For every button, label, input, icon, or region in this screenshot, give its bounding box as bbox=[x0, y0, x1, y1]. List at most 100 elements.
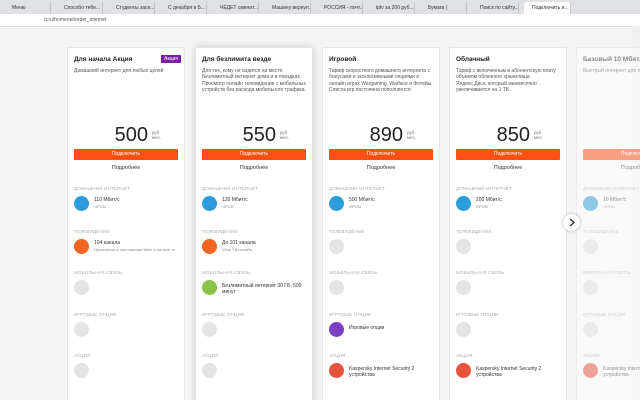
details-link[interactable]: Подробнее bbox=[620, 165, 640, 171]
details-link[interactable]: Подробнее bbox=[111, 165, 141, 171]
card-title: Для безлимита везде bbox=[202, 56, 272, 63]
tab[interactable]: Бумага | bbox=[420, 2, 467, 14]
feature-icon bbox=[329, 196, 344, 211]
tab[interactable]: iptv за 200 руб... bbox=[368, 2, 415, 14]
feature-icon bbox=[583, 322, 598, 337]
feature-sub: GPON bbox=[349, 204, 361, 209]
tab[interactable]: Поиск по сайту... bbox=[472, 2, 519, 14]
card-title: Игровой bbox=[329, 56, 357, 63]
tariff-card: Облачный Тариф с включенным в абонентскую… bbox=[449, 47, 567, 400]
details-link[interactable]: Подробнее bbox=[239, 165, 269, 171]
section-label: МОБИЛЬНАЯ СВЯЗЬ bbox=[74, 270, 123, 275]
url[interactable]: rt.ru/homenet/order_internet bbox=[44, 17, 107, 23]
card-desc: Домашний интернет для любых целей bbox=[74, 68, 164, 74]
tab[interactable]: РОССИЯ - почт... bbox=[316, 2, 363, 14]
feature-sub: Проспатьте в приложении Wink и на wink.r… bbox=[94, 247, 176, 252]
feature-value: 110 Мбит/с bbox=[94, 197, 120, 203]
tariff-card: Базовый 10 Мбит/с Быстрый интернет для лю… bbox=[576, 47, 640, 400]
feature-icon bbox=[329, 322, 344, 337]
feature-icon bbox=[456, 363, 471, 378]
tab[interactable]: Студенты засе... bbox=[108, 2, 155, 14]
tab[interactable]: Способо тебе... bbox=[56, 2, 103, 14]
price: 890 bbox=[369, 124, 403, 146]
section-label: ТЕЛЕВИДЕНИЕ bbox=[202, 229, 238, 234]
feature-icon bbox=[202, 322, 217, 337]
feature-icon bbox=[202, 196, 217, 211]
section-label: ТЕЛЕВИДЕНИЕ bbox=[456, 229, 492, 234]
feature-value: До 101 канала bbox=[222, 240, 256, 246]
feature-icon bbox=[456, 280, 471, 295]
feature-icon bbox=[329, 363, 344, 378]
tariff-card: Для безлимита везде Для тех, кому не сиди… bbox=[195, 47, 313, 400]
section-label: МОБИЛЬНАЯ СВЯЗЬ bbox=[583, 270, 632, 275]
section-label: ТЕЛЕВИДЕНИЕ bbox=[74, 229, 110, 234]
section-label: ИГРОВЫЕ ОПЦИИ bbox=[74, 312, 117, 317]
feature-icon bbox=[583, 239, 598, 254]
feature-icon bbox=[329, 239, 344, 254]
card-desc: Тариф с включенным в абонентскую плату о… bbox=[456, 68, 556, 93]
feature-value: Игровые опции bbox=[349, 325, 385, 331]
feature-icon bbox=[202, 280, 217, 295]
feature-icon bbox=[202, 363, 217, 378]
price: 500 bbox=[114, 124, 148, 146]
card-title: Облачный bbox=[456, 56, 490, 63]
section-label: АКЦИЯ bbox=[456, 353, 473, 358]
tariff-card: Игровой Тариф скоростного домашнего интер… bbox=[322, 47, 440, 400]
tab[interactable]: Подключить и... bbox=[524, 2, 571, 14]
section-label: ТЕЛЕВИДЕНИЕ bbox=[583, 229, 619, 234]
tariff-card: Для начала Акция Акция Домашний интернет д… bbox=[67, 47, 185, 400]
section-label: АКЦИЯ bbox=[583, 353, 600, 358]
section-label: АКЦИЯ bbox=[202, 353, 219, 358]
feature-sub: GPON bbox=[476, 204, 488, 209]
feature-value: 500 Мбит/с bbox=[349, 197, 375, 203]
tab[interactable]: С декабря в Б... bbox=[160, 2, 207, 14]
section-label: ДОМАШНИЙ ИНТЕРНЕТ bbox=[456, 186, 513, 191]
section-label: ИГРОВЫЕ ОПЦИИ bbox=[456, 312, 499, 317]
card-title: Для начала Акция bbox=[74, 56, 133, 63]
feature-value: 120 Мбит/с bbox=[222, 197, 248, 203]
section-label: ДОМАШНИЙ ИНТЕРНЕТ bbox=[74, 186, 131, 191]
feature-sub: Wink ТВ-онлайн bbox=[222, 247, 252, 252]
connect-button[interactable]: Подключить bbox=[202, 149, 306, 160]
tab[interactable]: Меню bbox=[4, 2, 51, 14]
next-arrow[interactable] bbox=[563, 214, 580, 231]
section-label: ДОМАШНИЙ ИНТЕРНЕТ bbox=[583, 186, 640, 191]
details-link[interactable]: Подробнее bbox=[493, 165, 523, 171]
section-label: МОБИЛЬНАЯ СВЯЗЬ bbox=[329, 270, 378, 275]
feature-sub: GPON bbox=[222, 204, 234, 209]
price: 550 bbox=[242, 124, 276, 146]
feature-icon bbox=[329, 280, 344, 295]
price-unit: руб. мес. bbox=[280, 130, 290, 140]
section-label: АКЦИЯ bbox=[74, 353, 91, 358]
section-label: АКЦИЯ bbox=[329, 353, 346, 358]
section-label: ДОМАШНИЙ ИНТЕРНЕТ bbox=[202, 186, 259, 191]
feature-value: 10 Мбит/с bbox=[603, 197, 626, 203]
feature-icon bbox=[456, 322, 471, 337]
section-label: ТЕЛЕВИДЕНИЕ bbox=[329, 229, 365, 234]
badge: Акция bbox=[161, 55, 181, 63]
connect-button[interactable]: Подключить bbox=[329, 149, 433, 160]
details-link[interactable]: Подробнее bbox=[366, 165, 396, 171]
price-unit: руб. мес. bbox=[534, 130, 544, 140]
feature-value: Kaspersky Internet Security 2 устройства bbox=[476, 366, 542, 378]
connect-button[interactable]: Подключить bbox=[456, 149, 560, 160]
tab[interactable]: Машину вернул... bbox=[264, 2, 311, 14]
connect-button[interactable]: Подключить bbox=[583, 149, 640, 160]
feature-icon bbox=[74, 363, 89, 378]
feature-icon bbox=[583, 280, 598, 295]
card-desc: Для тех, кому не сидится на месте. Безли… bbox=[202, 68, 306, 93]
feature-icon bbox=[74, 196, 89, 211]
feature-icon bbox=[74, 322, 89, 337]
feature-value: Безлимитный интернет 30 ГБ, 500 минут bbox=[222, 283, 302, 295]
connect-button[interactable]: Подключить bbox=[74, 149, 178, 160]
tab-bar bbox=[0, 0, 640, 14]
section-label: ИГРОВЫЕ ОПЦИИ bbox=[329, 312, 372, 317]
feature-icon bbox=[74, 280, 89, 295]
tab[interactable]: ЧЁДЕТ сменит... bbox=[212, 2, 259, 14]
feature-icon bbox=[456, 196, 471, 211]
price-unit: руб. мес. bbox=[407, 130, 417, 140]
feature-icon bbox=[202, 239, 217, 254]
feature-sub: GPON bbox=[603, 204, 615, 209]
feature-icon bbox=[583, 363, 598, 378]
